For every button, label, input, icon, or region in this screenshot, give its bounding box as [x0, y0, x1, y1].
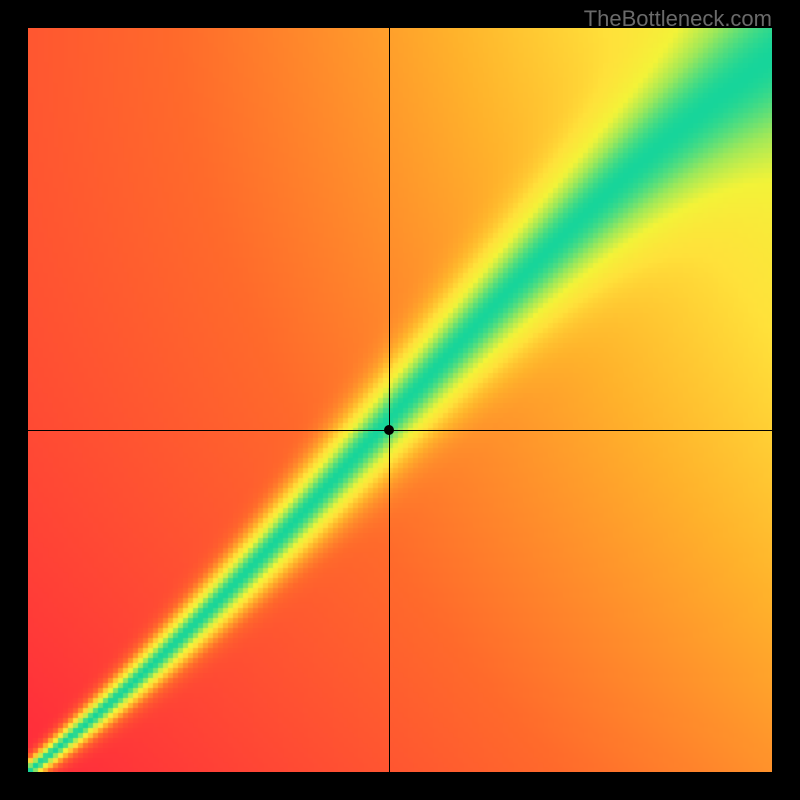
watermark-text: TheBottleneck.com	[584, 6, 772, 32]
crosshair-vertical	[389, 28, 390, 772]
crosshair-horizontal	[28, 430, 772, 431]
heatmap-canvas	[28, 28, 772, 772]
crosshair-marker	[384, 425, 394, 435]
chart-container: TheBottleneck.com	[0, 0, 800, 800]
plot-area	[28, 28, 772, 772]
